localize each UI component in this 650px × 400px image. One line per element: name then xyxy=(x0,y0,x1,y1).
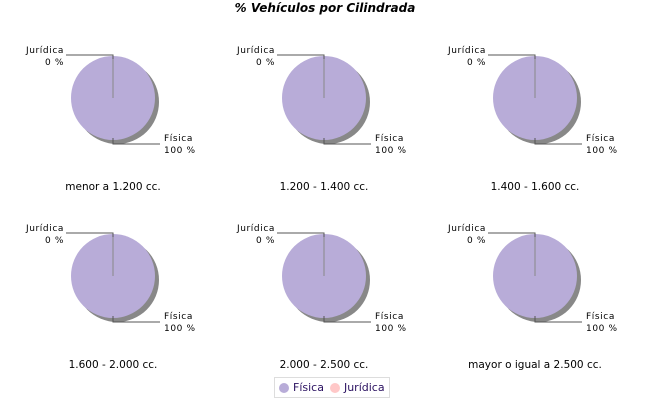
label-leader-line xyxy=(277,54,325,59)
pie-caption: menor a 1.200 cc. xyxy=(65,181,160,193)
pie-caption: 1.600 - 2.000 cc. xyxy=(69,359,158,371)
slice-value-label: 100 % xyxy=(586,324,618,334)
legend-swatch-fisica xyxy=(279,382,289,393)
slice-label: Jurídica xyxy=(236,46,275,56)
legend: Física Jurídica xyxy=(274,377,390,398)
pie-caption: 1.400 - 1.600 cc. xyxy=(491,181,580,193)
pie-chart: Jurídica 0 % Física 100 % 1.400 - 1.600 cc. xyxy=(447,46,618,193)
label-leader-line xyxy=(323,316,371,323)
slice-value-label: 0 % xyxy=(45,236,64,246)
label-leader-line xyxy=(66,232,114,237)
slice-label: Jurídica xyxy=(25,46,64,56)
pie-caption: mayor o igual a 2.500 cc. xyxy=(468,359,602,371)
slice-label: Física xyxy=(164,134,193,144)
label-leader-line xyxy=(534,316,582,323)
pie-chart: Jurídica 0 % Física 100 % 2.000 - 2.500 cc. xyxy=(236,224,407,371)
slice-label: Física xyxy=(375,134,404,144)
slice-value-label: 100 % xyxy=(375,146,407,156)
slice-label: Jurídica xyxy=(447,224,486,234)
pie-chart: Jurídica 0 % Física 100 % menor a 1.200 cc. xyxy=(25,46,196,193)
slice-label: Jurídica xyxy=(236,224,275,234)
slice-value-label: 100 % xyxy=(375,324,407,334)
slice-value-label: 0 % xyxy=(256,236,275,246)
label-leader-line xyxy=(277,232,325,237)
legend-swatch-juridica xyxy=(329,382,340,393)
slice-label: Física xyxy=(586,134,615,144)
label-leader-line xyxy=(112,316,160,323)
slice-value-label: 0 % xyxy=(467,236,486,246)
pie-chart: Jurídica 0 % Física 100 % 1.600 - 2.000 cc. xyxy=(25,224,196,371)
slice-label: Jurídica xyxy=(447,46,486,56)
legend-label-juridica: Jurídica xyxy=(343,381,385,394)
slice-value-label: 0 % xyxy=(256,58,275,68)
pie-chart: Jurídica 0 % Física 100 % 1.200 - 1.400 cc. xyxy=(236,46,407,193)
label-leader-line xyxy=(66,54,114,59)
slice-value-label: 0 % xyxy=(467,58,486,68)
label-leader-line xyxy=(323,138,371,145)
label-leader-line xyxy=(488,232,536,237)
slice-value-label: 0 % xyxy=(45,58,64,68)
slice-value-label: 100 % xyxy=(586,146,618,156)
pie-caption: 1.200 - 1.400 cc. xyxy=(280,181,369,193)
legend-label-fisica: Física xyxy=(293,381,324,394)
label-leader-line xyxy=(534,138,582,145)
slice-label: Física xyxy=(375,312,404,322)
slice-label: Jurídica xyxy=(25,224,64,234)
label-leader-line xyxy=(112,138,160,145)
slice-value-label: 100 % xyxy=(164,324,196,334)
slice-label: Física xyxy=(164,312,193,322)
slice-value-label: 100 % xyxy=(164,146,196,156)
slice-label: Física xyxy=(586,312,615,322)
pie-chart: Jurídica 0 % Física 100 % mayor o igual a 2.… xyxy=(447,224,618,371)
pie-caption: 2.000 - 2.500 cc. xyxy=(280,359,369,371)
chart-title: % Vehículos por Cilindrada xyxy=(234,1,416,15)
label-leader-line xyxy=(488,54,536,59)
